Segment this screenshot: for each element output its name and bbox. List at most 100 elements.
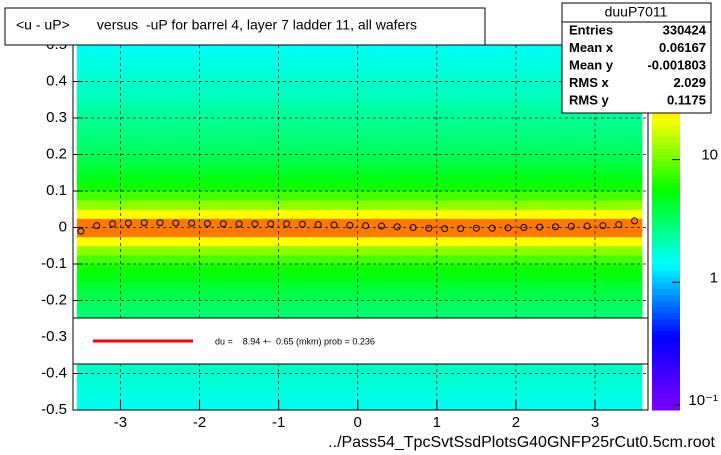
colorbar-step <box>652 136 680 143</box>
stats-label: Mean x <box>569 40 614 55</box>
profile-point <box>551 223 559 231</box>
colorbar-step <box>652 227 680 235</box>
colorbar-step <box>652 233 680 241</box>
heat-cell <box>76 63 643 73</box>
profile-point <box>156 219 164 227</box>
profile-point <box>283 220 291 228</box>
colorbar-step <box>652 154 680 162</box>
heat-cell <box>76 163 643 174</box>
stats-label: Entries <box>569 22 613 37</box>
profile-point <box>457 225 465 233</box>
colorbar-step <box>652 379 680 387</box>
colorbar-step <box>652 160 680 168</box>
colorbar-step <box>652 209 680 216</box>
profile-point <box>219 220 227 228</box>
colorbar-step <box>652 324 680 332</box>
x-tick-label: 2 <box>512 414 520 431</box>
profile-point <box>377 222 385 230</box>
heat-cell <box>76 209 643 219</box>
heat-cell <box>76 81 643 92</box>
profile-point <box>409 224 417 231</box>
colorbar-step <box>652 264 680 271</box>
z-tick-label: 1 <box>710 269 718 286</box>
profile-point <box>140 219 148 227</box>
heat-cell <box>76 54 643 64</box>
x-tick-label: -3 <box>114 414 127 431</box>
colorbar-step <box>652 361 680 368</box>
profile-point <box>425 224 433 232</box>
heat-cell <box>76 72 643 82</box>
colorbar-step <box>652 251 680 259</box>
profile-point <box>472 224 480 232</box>
heat-cell <box>76 99 643 110</box>
colorbar-step <box>652 294 680 301</box>
y-tick-label: -0.5 <box>41 401 67 418</box>
colorbar-step <box>652 343 680 350</box>
heat-cell <box>76 172 643 183</box>
stats-value: 330424 <box>663 22 707 37</box>
stats-value: -0.001803 <box>647 57 706 72</box>
heat-cell <box>76 108 643 119</box>
heat-cell <box>76 45 643 55</box>
profile-point <box>267 220 275 228</box>
profile-point <box>188 219 196 227</box>
colorbar-step <box>652 239 680 247</box>
colorbar-step <box>652 403 680 411</box>
colorbar-step <box>652 391 680 399</box>
heat-cell <box>76 136 643 146</box>
profile-point <box>615 221 623 229</box>
heat-cell <box>76 282 643 292</box>
profile-point <box>583 222 591 230</box>
y-tick-label: 0 <box>59 218 67 235</box>
heat-cell <box>76 264 643 274</box>
stats-value: 0.1175 <box>667 92 706 107</box>
colorbar-step <box>652 245 680 253</box>
x-tick-label: 0 <box>354 414 362 431</box>
x-tick-label: -2 <box>193 414 206 431</box>
profile-point <box>203 219 211 227</box>
colorbar-step <box>652 318 680 326</box>
chart-title: <u - uP> versus -uP for barrel 4, layer … <box>16 17 417 33</box>
heat-cell <box>76 145 643 155</box>
colorbar-step <box>652 276 680 283</box>
profile-point <box>330 221 338 229</box>
colorbar-step <box>652 349 680 356</box>
y-tick-label: 0.3 <box>46 109 67 126</box>
x-axis-label: ../Pass54_TpcSvtSsdPlotsG40GNFP25rCut0.5… <box>328 434 715 451</box>
stats-box <box>561 2 712 114</box>
colorbar-step <box>652 288 680 295</box>
profile-point <box>346 221 354 229</box>
stats-label: RMS y <box>569 92 610 107</box>
x-tick-label: -1 <box>272 414 285 431</box>
y-tick-label: 0.1 <box>46 182 67 199</box>
y-tick-label: -0.2 <box>41 291 67 308</box>
profile-point <box>124 219 132 227</box>
heat-cell <box>76 191 643 201</box>
profile-point <box>314 221 322 229</box>
colorbar-step <box>652 367 680 374</box>
heat-cell <box>76 309 643 320</box>
z-tick-label: 10 <box>701 147 718 164</box>
colorbar-step <box>652 397 680 405</box>
colorbar-step <box>652 355 680 362</box>
stats-value: 0.06167 <box>659 40 706 55</box>
fit-text: du = 8.94 +- 0.65 (mkm) prob = 0.236 <box>215 336 375 346</box>
profile-point <box>631 217 639 225</box>
heat-cell <box>76 236 643 247</box>
profile-point <box>441 225 449 233</box>
heat-cell <box>76 245 643 256</box>
profile-point <box>599 222 607 230</box>
heat-cell <box>76 291 643 301</box>
profile-point <box>504 224 512 232</box>
profile-point <box>93 222 101 230</box>
stats-value: 2.029 <box>673 75 706 90</box>
profile-point <box>393 223 401 231</box>
colorbar-step <box>652 373 680 381</box>
profile-point <box>536 223 544 231</box>
heat-cell <box>76 227 643 238</box>
heat-cell <box>76 373 643 384</box>
colorbar-step <box>652 130 680 137</box>
colorbar-step <box>652 221 680 228</box>
x-tick-label: 1 <box>433 414 441 431</box>
